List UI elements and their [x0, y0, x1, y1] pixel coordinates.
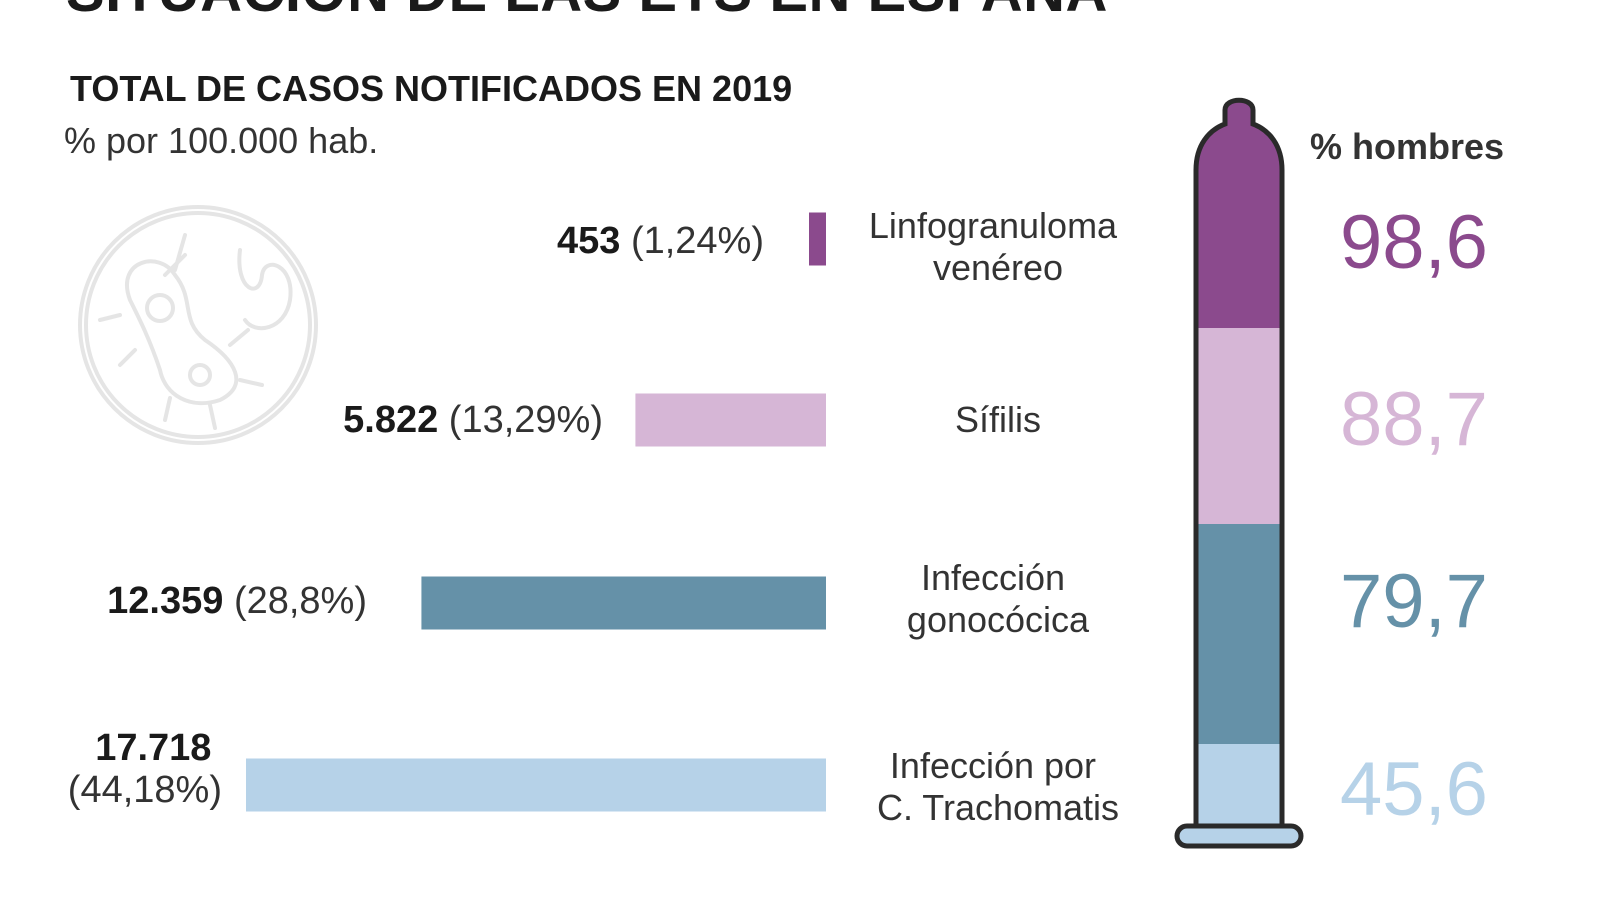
stack-segment-trachomatis — [1196, 744, 1282, 832]
category-label-trachomatis: Infección por C. Trachomatis — [877, 745, 1119, 828]
category-label-sifilis: Sífilis — [955, 399, 1041, 440]
men-value-sifilis: 88,7 — [1340, 377, 1488, 462]
stack-rim — [1174, 823, 1304, 849]
value-label-gonococica: 12.359 (28,8%) — [107, 580, 367, 622]
bar-linfogranuloma — [809, 212, 826, 266]
chart-title: SITUACIÓN DE LAS ETS EN ESPAÑA — [66, 0, 1108, 25]
men-value-trachomatis: 45,6 — [1340, 747, 1488, 832]
bar-sifilis — [635, 393, 826, 447]
chart-subtitle: TOTAL DE CASOS NOTIFICADOS EN 2019 — [70, 68, 793, 109]
men-percent-header: % hombres — [1310, 126, 1505, 167]
men-percent-stack — [1174, 97, 1304, 849]
bar-gonococica — [421, 576, 826, 630]
stack-outline — [1193, 97, 1285, 832]
category-label-gonococica: Infección gonocócica — [907, 557, 1090, 640]
value-label-sifilis: 5.822 (13,29%) — [343, 399, 603, 441]
stack-segment-linfogranuloma — [1196, 165, 1282, 328]
stack-segment-gonococica — [1196, 524, 1282, 744]
bacteria-icon — [78, 205, 318, 445]
unit-label: % por 100.000 hab. — [64, 120, 379, 161]
stack-segment-sifilis — [1196, 328, 1282, 524]
value-label-linfogranuloma: 453 (1,24%) — [557, 220, 764, 262]
men-value-gonococica: 79,7 — [1340, 559, 1488, 644]
value-label-trachomatis: 17.718 (44,18%) — [68, 727, 222, 811]
bar-trachomatis — [246, 758, 826, 812]
stack-tip — [1196, 100, 1282, 170]
men-value-linfogranuloma: 98,6 — [1340, 200, 1488, 285]
category-label-linfogranuloma: Linfogranuloma venéreo — [869, 205, 1127, 288]
